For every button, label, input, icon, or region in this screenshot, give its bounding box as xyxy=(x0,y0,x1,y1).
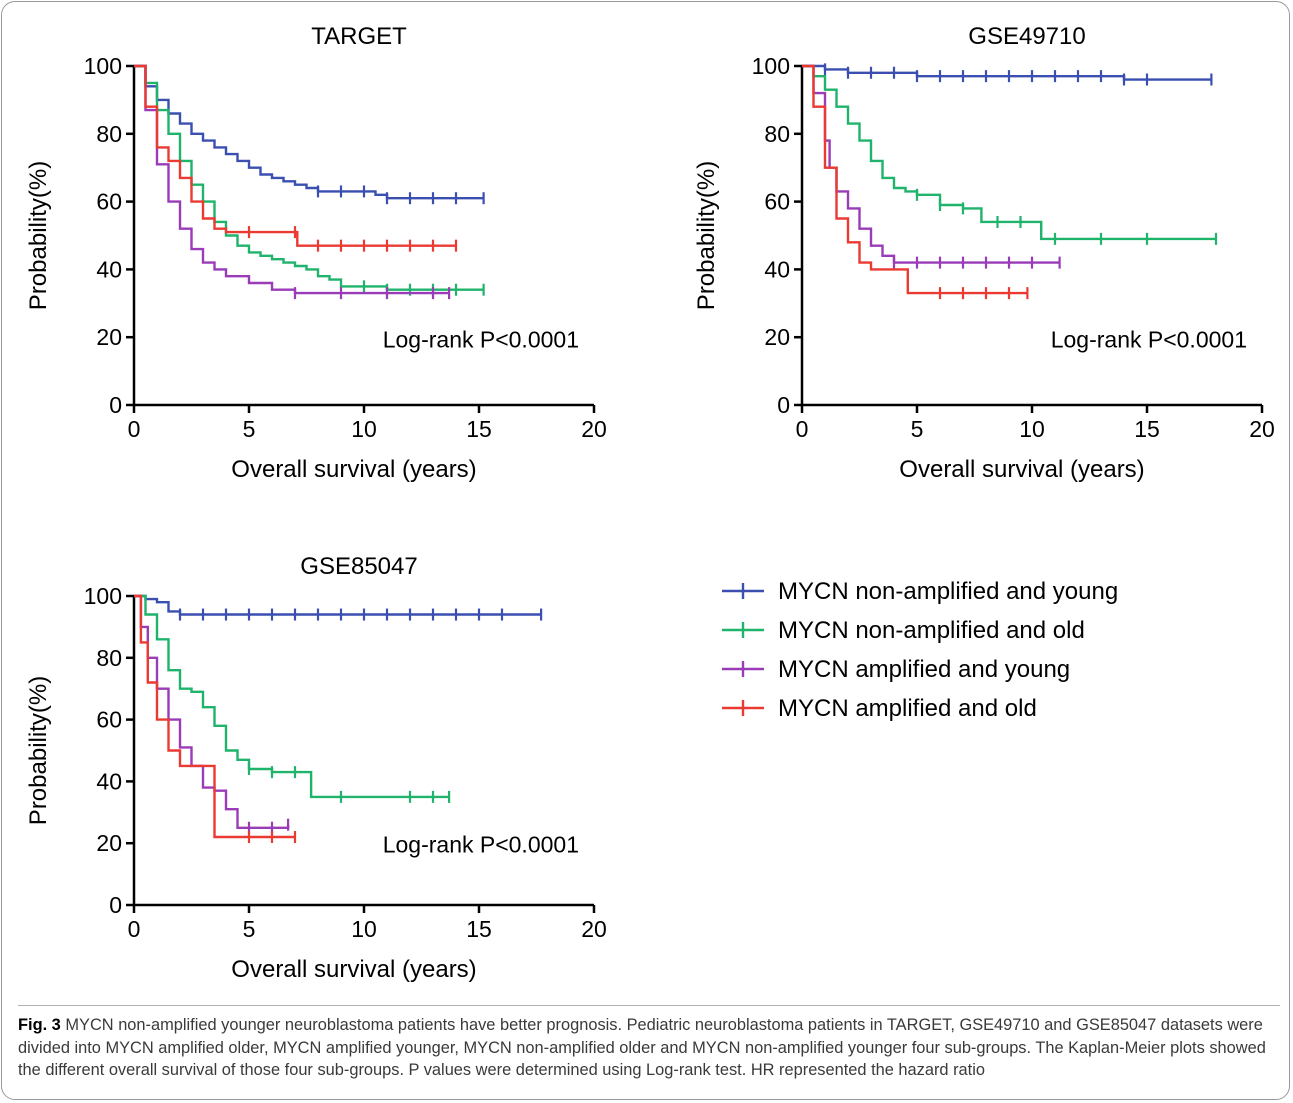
x-axis-label: Overall survival (years) xyxy=(899,456,1144,483)
survival-curve xyxy=(802,64,1060,264)
y-tick-label: 100 xyxy=(752,53,790,79)
chart-target: TARGET 0 20 40 60 80 100 0 5 10 15 20 Overall surviv… xyxy=(25,23,607,483)
series-mycn-amplified-and-young xyxy=(134,64,451,300)
survival-curve xyxy=(802,64,1216,241)
y-tick-label: 80 xyxy=(764,121,790,147)
x-tick-label: 20 xyxy=(581,416,607,442)
legend-item-mycn-non-amplified-and-old: MYCN non-amplified and old xyxy=(722,617,1085,644)
x-tick-label: 0 xyxy=(128,416,141,442)
y-tick-label: 100 xyxy=(84,53,122,79)
legend-item-mycn-amplified-and-old: MYCN amplified and old xyxy=(722,695,1037,722)
chart-title: GSE85047 xyxy=(300,553,417,580)
chart-gse85047: GSE85047 0 20 40 60 80 100 0 5 10 15 20 Overall surv… xyxy=(25,553,607,983)
survival-curve xyxy=(802,64,1028,295)
caption-text: MYCN non-amplified younger neuroblastoma… xyxy=(18,1016,1266,1080)
series-mycn-amplified-and-old xyxy=(802,64,1029,300)
legend-label: MYCN amplified and old xyxy=(778,695,1037,722)
x-tick-label: 20 xyxy=(1249,416,1275,442)
series-mycn-amplified-and-young xyxy=(802,64,1061,269)
x-tick-label: 5 xyxy=(243,916,256,942)
x-tick-label: 10 xyxy=(351,416,377,442)
x-tick-label: 20 xyxy=(581,916,607,942)
legend-label: MYCN non-amplified and young xyxy=(778,578,1118,605)
y-tick-label: 20 xyxy=(764,324,790,350)
logrank-annotation: Log-rank P<0.0001 xyxy=(383,326,579,352)
x-axis-label: Overall survival (years) xyxy=(231,956,476,983)
y-tick-label: 40 xyxy=(96,256,122,282)
chart-title: GSE49710 xyxy=(968,23,1085,50)
chart-title: TARGET xyxy=(311,23,407,50)
x-tick-label: 5 xyxy=(243,416,256,442)
x-tick-label: 15 xyxy=(1134,416,1160,442)
y-axis-label: Probability(%) xyxy=(693,161,720,310)
x-tick-label: 15 xyxy=(466,416,492,442)
series-mycn-non-amplified-and-old xyxy=(134,64,485,296)
figure-caption: Fig. 3 MYCN non-amplified younger neurob… xyxy=(18,1005,1280,1082)
y-tick-label: 100 xyxy=(84,583,122,609)
series-mycn-amplified-and-old xyxy=(134,64,458,252)
x-tick-label: 5 xyxy=(911,416,924,442)
y-tick-label: 20 xyxy=(96,830,122,856)
x-tick-label: 0 xyxy=(128,916,141,942)
survival-curve xyxy=(134,64,484,291)
x-tick-label: 10 xyxy=(1019,416,1045,442)
caption-label: Fig. 3 xyxy=(18,1016,61,1034)
y-tick-label: 0 xyxy=(109,392,122,418)
y-tick-label: 40 xyxy=(764,256,790,282)
series-mycn-non-amplified-and-old xyxy=(134,594,451,803)
y-tick-label: 0 xyxy=(777,392,790,418)
survival-curve xyxy=(134,594,295,839)
survival-curve xyxy=(134,64,484,200)
y-axis-label: Probability(%) xyxy=(25,161,52,310)
legend-label: MYCN non-amplified and old xyxy=(778,617,1085,644)
series-mycn-non-amplified-and-young xyxy=(134,64,485,205)
x-tick-label: 0 xyxy=(796,416,809,442)
legend: MYCN non-amplified and young MYCN non-amp… xyxy=(722,578,1118,722)
y-tick-label: 80 xyxy=(96,121,122,147)
survival-curve xyxy=(134,64,450,295)
x-tick-label: 15 xyxy=(466,916,492,942)
y-tick-label: 60 xyxy=(764,189,790,215)
y-tick-label: 60 xyxy=(96,189,122,215)
logrank-annotation: Log-rank P<0.0001 xyxy=(383,831,579,857)
x-tick-label: 10 xyxy=(351,916,377,942)
series-mycn-non-amplified-and-young xyxy=(134,594,543,621)
legend-label: MYCN amplified and young xyxy=(778,656,1070,683)
survival-curve xyxy=(134,594,450,799)
survival-curve xyxy=(802,64,1212,81)
y-tick-label: 40 xyxy=(96,768,122,794)
y-tick-label: 20 xyxy=(96,324,122,350)
y-tick-label: 80 xyxy=(96,645,122,671)
y-axis-label: Probability(%) xyxy=(25,676,52,825)
legend-item-mycn-non-amplified-and-young: MYCN non-amplified and young xyxy=(722,578,1118,605)
y-tick-label: 60 xyxy=(96,707,122,733)
y-tick-label: 0 xyxy=(109,892,122,918)
logrank-annotation: Log-rank P<0.0001 xyxy=(1051,326,1247,352)
series-mycn-non-amplified-and-old xyxy=(802,64,1218,245)
x-axis-label: Overall survival (years) xyxy=(231,456,476,483)
series-mycn-non-amplified-and-young xyxy=(802,63,1213,86)
series-mycn-amplified-and-old xyxy=(134,594,297,844)
legend-item-mycn-amplified-and-young: MYCN amplified and young xyxy=(722,656,1070,683)
chart-gse49710: GSE49710 0 20 40 60 80 100 0 5 10 15 20 Overall surv… xyxy=(693,23,1275,483)
survival-curve xyxy=(134,64,456,247)
